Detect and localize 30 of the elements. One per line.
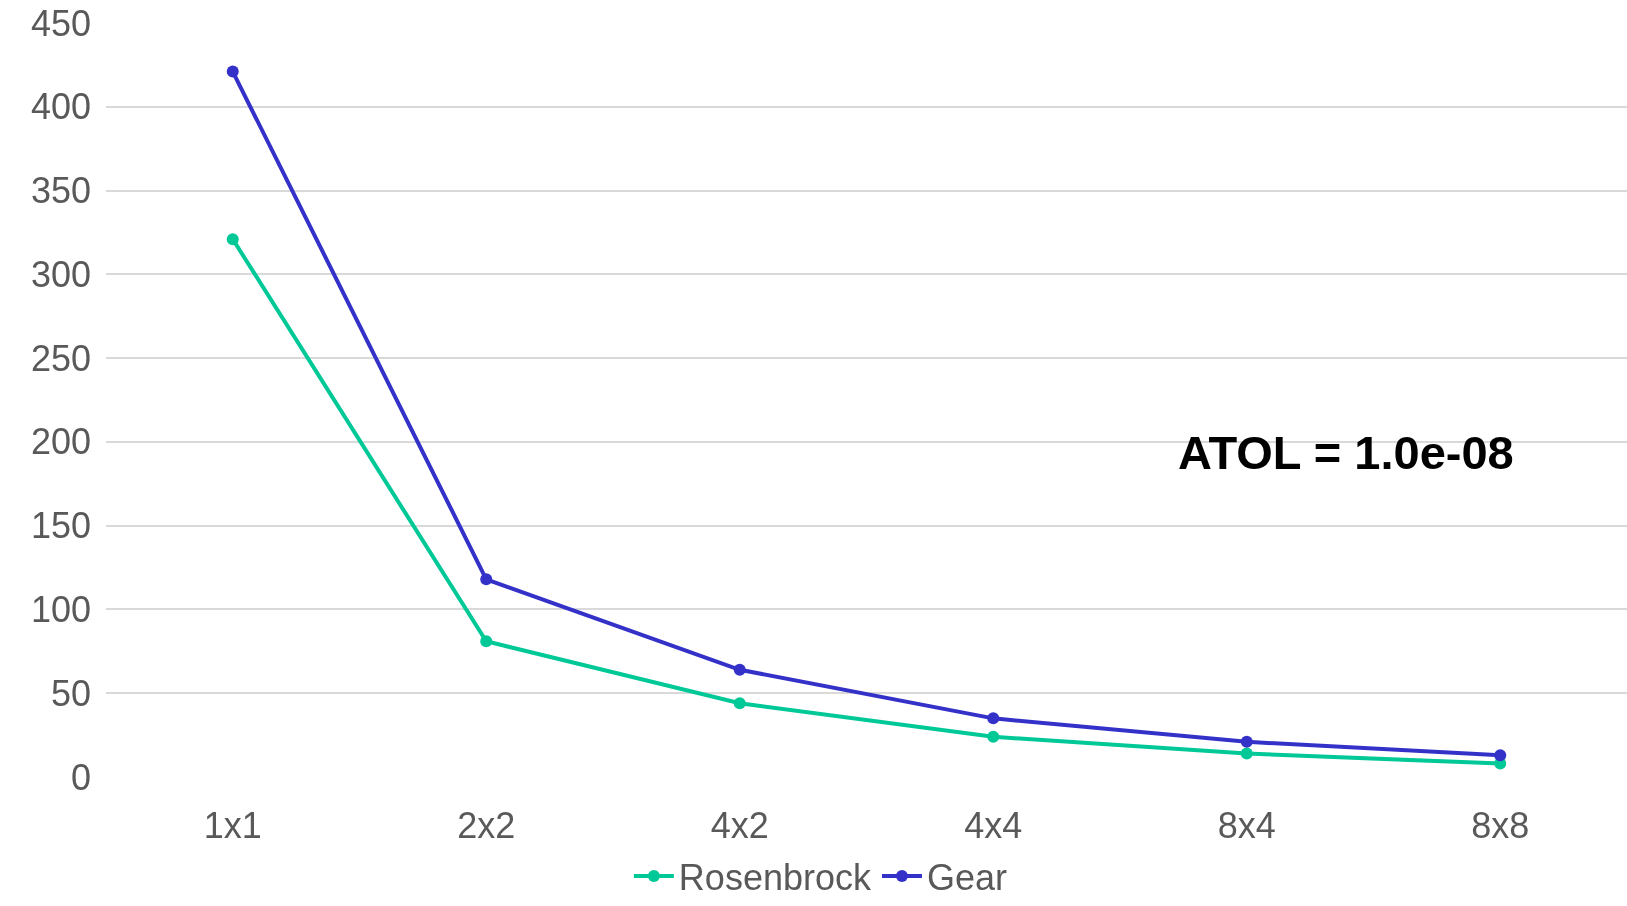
point bbox=[1240, 735, 1253, 748]
point bbox=[733, 663, 746, 676]
x-tick-label: 1x1 bbox=[203, 805, 262, 846]
y-tick-label: 250 bbox=[30, 337, 91, 379]
point bbox=[733, 697, 746, 710]
y-tick-label: 100 bbox=[30, 589, 91, 631]
point bbox=[480, 635, 493, 648]
y-tick-label: 300 bbox=[30, 253, 91, 295]
legend-label: Gear bbox=[926, 856, 1008, 898]
legend-label: Rosenbrock bbox=[678, 856, 872, 898]
x-tick-label: 8x4 bbox=[1217, 805, 1276, 846]
point bbox=[1494, 749, 1507, 762]
annotation: ATOL = 1.0e-08 bbox=[1178, 426, 1514, 479]
point bbox=[987, 712, 1000, 725]
y-tick-label: 50 bbox=[50, 672, 91, 714]
point bbox=[480, 573, 493, 586]
y-tick-label: 200 bbox=[30, 421, 91, 463]
y-tick-label: 150 bbox=[30, 505, 91, 547]
point bbox=[1240, 747, 1253, 760]
point bbox=[987, 730, 1000, 743]
point bbox=[226, 65, 239, 78]
x-tick-label: 2x2 bbox=[457, 805, 516, 846]
y-tick-label: 350 bbox=[30, 170, 91, 212]
x-tick-label: 4x4 bbox=[964, 805, 1023, 846]
x-tick-label: 4x2 bbox=[710, 805, 769, 846]
y-tick-label: 400 bbox=[30, 86, 91, 128]
y-tick-label: 450 bbox=[30, 2, 91, 44]
point bbox=[226, 233, 239, 246]
y-tick-label: 0 bbox=[70, 756, 91, 798]
x-tick-label: 8x8 bbox=[1471, 805, 1530, 846]
